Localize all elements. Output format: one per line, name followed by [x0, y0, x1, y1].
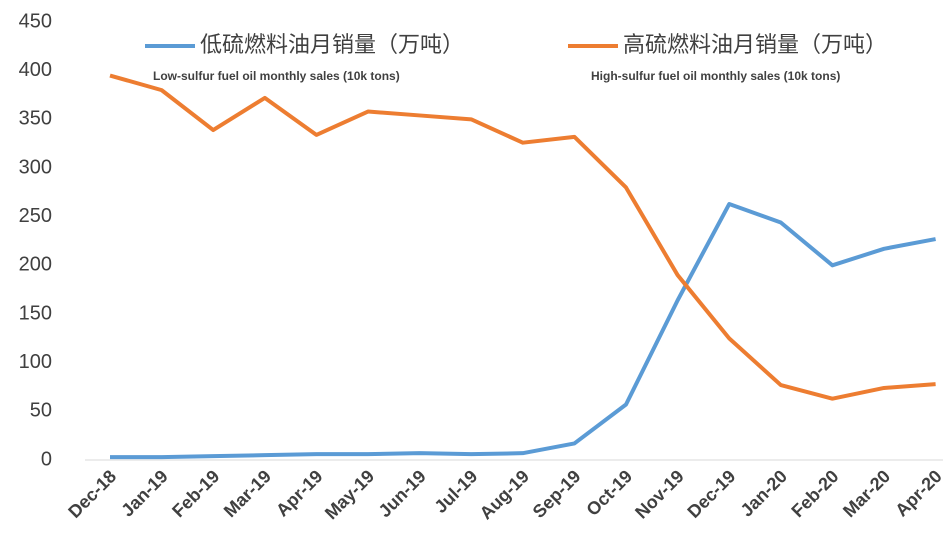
- legend-sublabel: High-sulfur fuel oil monthly sales (10k …: [591, 69, 840, 83]
- x-tick-label: Jun-19: [375, 466, 430, 521]
- legend-label: 低硫燃料油月销量（万吨）: [200, 32, 464, 57]
- y-tick-label: 250: [19, 205, 52, 227]
- x-tick-label: Jul-19: [430, 466, 481, 517]
- x-tick-label: Mar-20: [839, 466, 894, 521]
- y-tick-label: 50: [30, 400, 52, 422]
- x-tick-label: Sep-19: [529, 466, 585, 522]
- y-tick-label: 300: [19, 156, 52, 178]
- x-tick-label: Nov-19: [631, 466, 688, 523]
- y-tick-label: 400: [19, 59, 52, 81]
- x-tick-label: Dec-19: [683, 466, 739, 522]
- y-tick-label: 200: [19, 254, 52, 276]
- line-series: [110, 202, 936, 460]
- x-tick-label: Apr-20: [891, 466, 943, 520]
- line-series: [109, 73, 936, 401]
- y-tick-label: 150: [19, 302, 52, 324]
- y-tick-label: 100: [19, 351, 52, 373]
- x-tick-label: Dec-18: [64, 466, 120, 522]
- x-tick-label: Feb-19: [168, 466, 223, 521]
- x-tick-label: Feb-20: [787, 466, 842, 521]
- y-tick-label: 350: [19, 108, 52, 130]
- x-tick-label: Aug-19: [476, 466, 533, 523]
- x-tick-label: Oct-19: [582, 466, 636, 520]
- y-tick-label: 450: [19, 10, 52, 32]
- x-tick-label: Apr-19: [272, 466, 326, 520]
- legend-sublabel: Low-sulfur fuel oil monthly sales (10k t…: [153, 69, 400, 83]
- legend-label: 高硫燃料油月销量（万吨）: [623, 32, 887, 57]
- x-tick-label: Jan-19: [117, 466, 171, 520]
- x-tick-label: Mar-19: [220, 466, 275, 521]
- y-tick-label: 0: [41, 448, 52, 470]
- x-tick-label: Jan-20: [737, 466, 791, 520]
- x-tick-label: May-19: [321, 466, 378, 523]
